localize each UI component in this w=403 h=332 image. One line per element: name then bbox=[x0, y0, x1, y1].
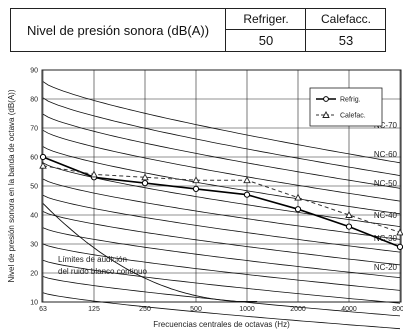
cooling-column: Refriger. 50 bbox=[225, 9, 306, 51]
nc-label: NC-60 bbox=[374, 150, 398, 159]
y-tick-label: 40 bbox=[30, 213, 38, 220]
series-line bbox=[42, 156, 401, 248]
x-tick-label: 125 bbox=[88, 306, 100, 313]
y-axis-title: Nivel de presión sonora en la banda de o… bbox=[7, 89, 16, 282]
nc-label: NC-50 bbox=[374, 179, 398, 188]
y-tick-label: 10 bbox=[30, 300, 38, 307]
series-point bbox=[39, 161, 47, 169]
heating-header: Calefacc. bbox=[306, 9, 386, 30]
y-tick-label: 20 bbox=[30, 271, 38, 278]
nc-curve bbox=[42, 162, 401, 227]
nc-curve bbox=[42, 178, 401, 240]
nc-curve bbox=[42, 97, 401, 176]
nc-curve bbox=[42, 146, 401, 215]
nc-curve bbox=[42, 129, 401, 202]
legend-label-calefac: Calefac. bbox=[340, 113, 366, 120]
nc-curve bbox=[42, 194, 401, 253]
sound-level-label: Nivel de presión sonora (dB(A)) bbox=[26, 22, 210, 38]
x-tick-label: 8000 bbox=[392, 306, 403, 313]
nc-label: NC-20 bbox=[374, 263, 398, 272]
series-point bbox=[294, 206, 302, 213]
y-tick-label: 70 bbox=[30, 126, 38, 133]
nc-label: NC-40 bbox=[374, 211, 398, 220]
y-tick-label: 50 bbox=[30, 184, 38, 191]
series-point bbox=[243, 176, 251, 184]
heating-value: 53 bbox=[338, 33, 354, 48]
nc-curve bbox=[42, 227, 401, 278]
nc-curve bbox=[42, 292, 401, 330]
series-point bbox=[192, 176, 200, 184]
series-point bbox=[141, 173, 149, 181]
legend: Refrig. Calefac. bbox=[309, 87, 383, 127]
series-line bbox=[42, 165, 401, 233]
series-point bbox=[345, 211, 353, 218]
heating-column: Calefacc. 53 bbox=[305, 9, 386, 51]
y-tick-label: 60 bbox=[30, 155, 38, 162]
x-tick-label: 4000 bbox=[341, 306, 357, 313]
nc-curve bbox=[42, 259, 401, 304]
y-tick-label: 90 bbox=[30, 68, 38, 75]
series-point bbox=[192, 185, 200, 192]
series-calefac bbox=[39, 161, 403, 236]
cooling-value: 50 bbox=[258, 33, 274, 48]
series-point bbox=[396, 243, 403, 250]
legend-marker-calefac bbox=[322, 111, 330, 118]
sound-level-table: Nivel de presión sonora (dB(A)) Refriger… bbox=[10, 8, 386, 52]
y-tick-label: 30 bbox=[30, 242, 38, 249]
x-tick-label: 1000 bbox=[239, 306, 255, 313]
cooling-header: Refriger. bbox=[226, 9, 306, 30]
threshold-annotation: del ruido blanco continuo bbox=[58, 267, 148, 276]
nc-curve bbox=[42, 81, 401, 164]
x-tick-label: 250 bbox=[139, 306, 151, 313]
series-point bbox=[243, 191, 251, 198]
series-refrig bbox=[39, 153, 403, 250]
series-point bbox=[396, 228, 403, 236]
nc-label: NC-30 bbox=[374, 234, 398, 243]
nc-label: NC-70 bbox=[374, 121, 398, 130]
series-point bbox=[90, 170, 98, 178]
nc-curve bbox=[42, 243, 401, 291]
x-axis-title: Frecuencias centrales de octavas (Hz) bbox=[153, 320, 290, 329]
legend-box bbox=[309, 87, 383, 127]
hearing-threshold-curve bbox=[42, 203, 258, 302]
nc-curve bbox=[42, 211, 401, 266]
series-point bbox=[345, 223, 353, 230]
legend-marker-refrig bbox=[323, 96, 329, 102]
threshold-annotation: Límites de audición bbox=[58, 255, 127, 264]
nc-curve bbox=[42, 113, 401, 189]
legend-label-refrig: Refrig. bbox=[340, 97, 361, 104]
x-tick-label: 2000 bbox=[290, 306, 306, 313]
series-point bbox=[141, 180, 149, 187]
series-point bbox=[294, 193, 302, 201]
x-tick-label: 63 bbox=[39, 306, 47, 313]
y-tick-label: 80 bbox=[30, 97, 38, 104]
series-point bbox=[39, 153, 47, 161]
x-tick-label: 500 bbox=[190, 306, 202, 313]
